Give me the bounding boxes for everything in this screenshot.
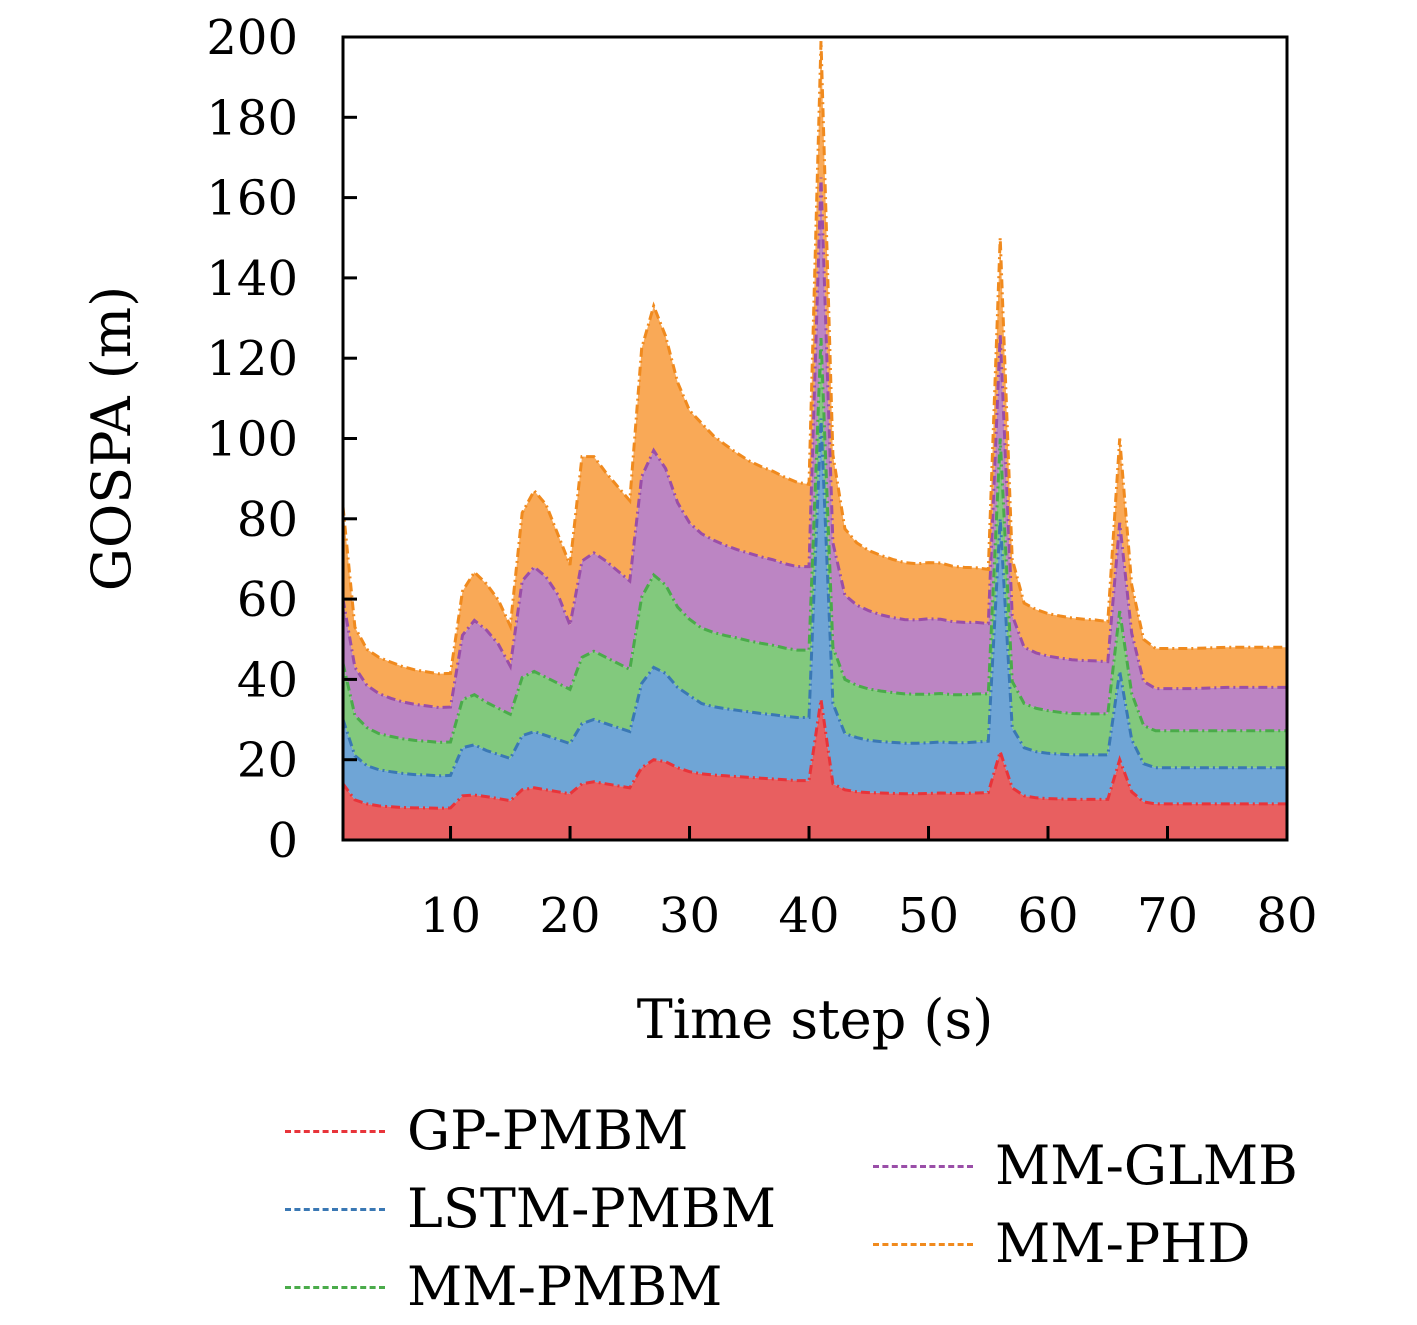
legend-item-mm-phd: MM-PHD bbox=[873, 1213, 1251, 1275]
x-tick-label: 70 bbox=[1137, 888, 1198, 944]
legend-label: MM-GLMB bbox=[995, 1134, 1298, 1197]
x-tick-label: 40 bbox=[778, 888, 839, 944]
legend-swatch bbox=[873, 1164, 973, 1168]
legend-swatch bbox=[285, 1129, 385, 1133]
line-mm-phd bbox=[341, 40, 1287, 676]
legend-item-gp-pmbm: GP-PMBM bbox=[285, 1100, 688, 1162]
line-mm-glmb bbox=[341, 177, 1287, 710]
x-tick-label: 30 bbox=[659, 888, 720, 944]
gospa-stacked-area-chart: 10 20 30 40 50 60 70 80 0 20 40 60 80 100 120 140 160 18… bbox=[80, 10, 1318, 1051]
x-tick-label: 60 bbox=[1017, 888, 1078, 944]
legend-item-mm-glmb: MM-GLMB bbox=[873, 1135, 1298, 1197]
y-tick-label: 40 bbox=[237, 652, 298, 708]
y-axis-ticks: 0 20 40 60 80 100 120 140 160 180 200 bbox=[206, 10, 357, 869]
y-tick-label: 180 bbox=[206, 90, 298, 146]
area-mm-phd bbox=[343, 41, 1287, 708]
y-tick-label: 20 bbox=[237, 733, 298, 789]
area-gp-pmbm bbox=[343, 699, 1287, 840]
legend-item-mm-pmbm: MM-PMBM bbox=[285, 1256, 722, 1318]
legend-label: MM-PHD bbox=[995, 1212, 1251, 1275]
legend-swatch bbox=[285, 1285, 385, 1289]
y-tick-label: 160 bbox=[206, 171, 298, 227]
legend-label: LSTM-PMBM bbox=[407, 1177, 777, 1240]
x-tick-label: 20 bbox=[539, 888, 600, 944]
y-tick-label: 60 bbox=[237, 572, 298, 628]
area-mm-glmb bbox=[343, 177, 1287, 743]
y-tick-label: 80 bbox=[237, 492, 298, 548]
line-gp-pmbm bbox=[341, 699, 1287, 810]
y-tick-label: 100 bbox=[206, 412, 298, 468]
x-tick-label: 10 bbox=[420, 888, 481, 944]
y-tick-label: 200 bbox=[206, 10, 298, 66]
legend-swatch bbox=[285, 1207, 385, 1211]
y-axis-title: GOSPA (m) bbox=[80, 286, 143, 591]
stacked-areas bbox=[343, 41, 1287, 840]
x-tick-label: 80 bbox=[1256, 888, 1317, 944]
legend-swatch bbox=[873, 1242, 973, 1246]
x-tick-label: 50 bbox=[898, 888, 959, 944]
area-lstm-pmbm bbox=[343, 418, 1287, 809]
line-mm-pmbm bbox=[341, 338, 1287, 744]
y-tick-label: 140 bbox=[206, 251, 298, 307]
legend-item-lstm-pmbm: LSTM-PMBM bbox=[285, 1178, 776, 1240]
legend-label: GP-PMBM bbox=[407, 1099, 689, 1162]
x-axis-title: Time step (s) bbox=[637, 988, 994, 1051]
y-tick-label: 0 bbox=[267, 813, 298, 869]
series-lines bbox=[341, 40, 1287, 810]
legend-label: MM-PMBM bbox=[407, 1255, 723, 1318]
x-axis-ticks: 10 20 30 40 50 60 70 80 bbox=[420, 826, 1318, 944]
y-tick-label: 120 bbox=[206, 331, 298, 387]
